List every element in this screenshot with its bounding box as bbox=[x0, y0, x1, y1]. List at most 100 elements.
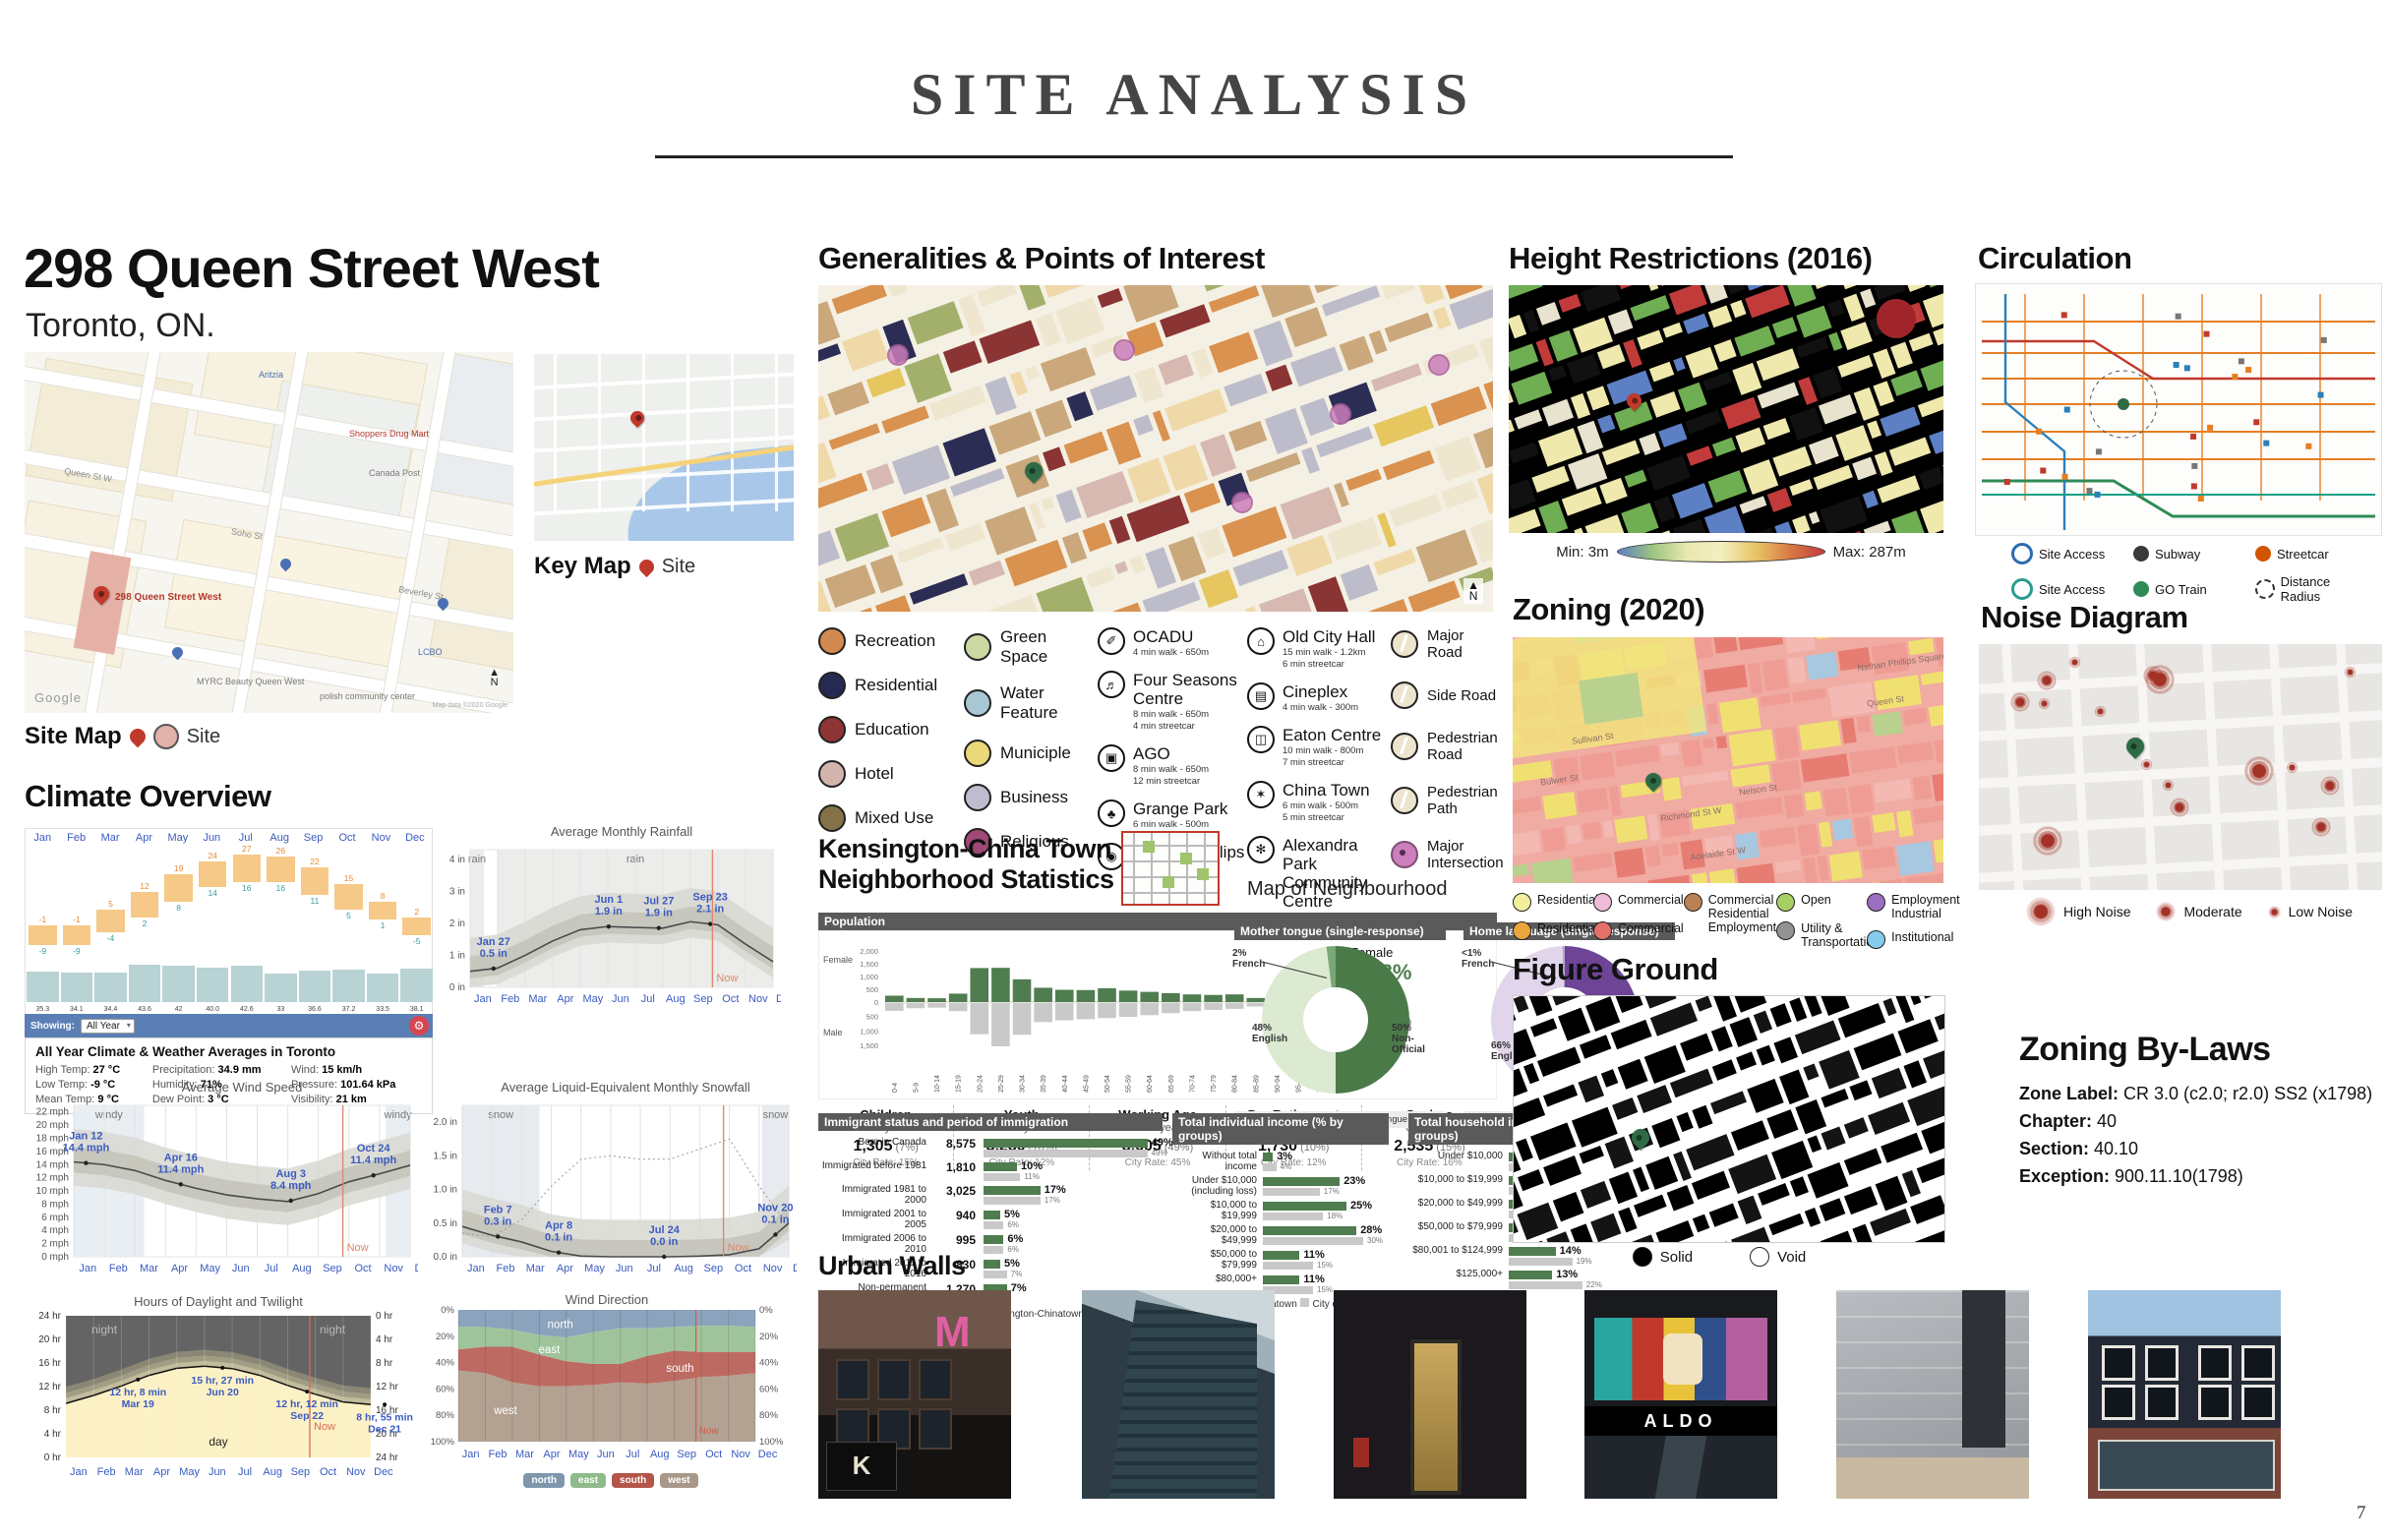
svg-text:Jun: Jun bbox=[209, 1466, 226, 1478]
svg-text:Sep 23: Sep 23 bbox=[692, 892, 727, 904]
noise-source-dot bbox=[2241, 754, 2276, 789]
noise-legend-label: Low Noise bbox=[2288, 904, 2354, 919]
height-max-label: Max: 287m bbox=[1832, 543, 1906, 561]
zoning-color-dot bbox=[1776, 921, 1796, 940]
poi-walk-time: 15 min walk - 1.2km bbox=[1283, 647, 1366, 658]
circulation-legend-row: Site Access GO Train Distance Radius bbox=[2011, 574, 2385, 604]
mini-green-block bbox=[1197, 868, 1209, 880]
svg-text:Now: Now bbox=[347, 1242, 369, 1254]
circulation-heading: Circulation bbox=[1978, 241, 2132, 275]
bylaw-row: Chapter: 40 bbox=[2019, 1111, 2118, 1131]
temp-range-bar bbox=[402, 917, 431, 935]
showing-select[interactable]: All Year ▾ bbox=[81, 1018, 135, 1034]
road-label: Pedestrian Road bbox=[1427, 730, 1498, 763]
svg-text:60%: 60% bbox=[436, 1384, 455, 1394]
month-label: Jan bbox=[33, 832, 52, 844]
kensington-bar bbox=[1263, 1176, 1341, 1186]
zoning-color-dot bbox=[1867, 930, 1886, 949]
site-map-label: Site Map Site bbox=[25, 723, 220, 750]
circulation-legend-label: Subway bbox=[2155, 546, 2201, 562]
row-bars: 17% 17% bbox=[984, 1184, 1163, 1205]
month-label: Feb bbox=[67, 832, 87, 844]
void-icon bbox=[1750, 1247, 1770, 1267]
kensington-pct: 14% bbox=[1559, 1245, 1582, 1257]
precip-bar bbox=[162, 966, 195, 1002]
svg-text:12 mph: 12 mph bbox=[36, 1173, 69, 1184]
zoning-color-dot bbox=[1867, 893, 1886, 912]
svg-text:Mar: Mar bbox=[140, 1263, 158, 1274]
category-label: Education bbox=[855, 720, 929, 739]
hbar-row: $125,000+ 13% 22% bbox=[1408, 1269, 1635, 1289]
major-intersection-icon bbox=[1391, 841, 1418, 868]
poi-body: Cineplex 4 min walk - 300m bbox=[1283, 682, 1358, 713]
poi-name: Cineplex bbox=[1283, 682, 1348, 701]
month-label: Jul bbox=[238, 832, 253, 844]
precip-bar bbox=[265, 973, 297, 1002]
bylaw-row: Section: 40.10 bbox=[2019, 1139, 2139, 1158]
climate-stat: Dew Point: 3 °C bbox=[151, 1094, 229, 1105]
mini-street bbox=[1133, 833, 1135, 904]
zoning-legend-entry: Institutional bbox=[1867, 930, 1959, 949]
kensington-pct: 17% bbox=[1044, 1184, 1066, 1196]
svg-text:2 mph: 2 mph bbox=[41, 1239, 69, 1250]
row-bars: 6% 6% bbox=[984, 1233, 1163, 1254]
daylight-svg: 0 hr 24 hr 4 hr 20 hr 8 hr 16 hr 12 hr 12 hr 16 … bbox=[38, 1294, 413, 1478]
precip-value-label: 38.1 bbox=[409, 1006, 424, 1013]
svg-text:Jan: Jan bbox=[467, 1263, 485, 1274]
month-label: Nov bbox=[371, 832, 391, 844]
precip-bar bbox=[400, 969, 433, 1002]
map-road bbox=[598, 354, 601, 511]
chart-header: Immigrant status and period of immigrati… bbox=[818, 1113, 1163, 1131]
city-bar-line: 19% bbox=[1509, 1257, 1635, 1266]
category-label: Mixed Use bbox=[855, 808, 934, 827]
window bbox=[2241, 1385, 2275, 1420]
storefront-sign: K bbox=[826, 1442, 897, 1491]
temp-range-bar bbox=[267, 857, 295, 882]
kensington-bar-line: 13% bbox=[1509, 1269, 1635, 1280]
low-temp-label: 16 bbox=[275, 882, 286, 893]
svg-text:Dec: Dec bbox=[776, 993, 781, 1005]
poi-name: Old City Hall bbox=[1283, 627, 1376, 646]
mini-street bbox=[1168, 833, 1170, 904]
urban-walls-heading: Urban Walls bbox=[818, 1251, 966, 1280]
storefront-glass bbox=[1584, 1436, 1777, 1499]
svg-text:0.0 in: 0.0 in bbox=[650, 1236, 678, 1248]
city-bar bbox=[1263, 1188, 1320, 1196]
svg-text:Apr: Apr bbox=[557, 1263, 573, 1274]
wind-direction-svg: 0% 0% 20% 20% 40% 40% 60% 60% 80% 80% 100% 100% nort… bbox=[431, 1292, 784, 1460]
row-bars: 28% 30% bbox=[1263, 1224, 1389, 1245]
svg-text:Nov: Nov bbox=[748, 993, 768, 1005]
city-pct: 17% bbox=[1044, 1196, 1060, 1205]
row-value: 3,025 bbox=[945, 1184, 976, 1198]
row-label: Under $10,000 bbox=[1437, 1151, 1503, 1161]
kensington-bar bbox=[1509, 1270, 1553, 1279]
hbar-body: Without total income 3% 4% Under $10,000 (i… bbox=[1172, 1145, 1389, 1294]
city-bar-line: 18% bbox=[1263, 1212, 1389, 1220]
window bbox=[2102, 1385, 2135, 1420]
zoning-legend-entry: Residential bbox=[1513, 893, 1598, 912]
svg-text:85-89: 85-89 bbox=[1253, 1075, 1260, 1093]
svg-text:65-69: 65-69 bbox=[1168, 1075, 1175, 1093]
poi-entry: ◫ Eaton Centre 10 min walk - 800m 7 min str… bbox=[1247, 726, 1391, 768]
category-label: Business bbox=[1000, 788, 1068, 806]
svg-text:night: night bbox=[320, 1323, 346, 1336]
svg-text:0 hr: 0 hr bbox=[376, 1311, 393, 1322]
road-legend-entry: Pedestrian Road bbox=[1391, 730, 1498, 763]
city-bar-line: 49% bbox=[984, 1149, 1173, 1157]
city-bar bbox=[1509, 1281, 1582, 1289]
kensington-bar-line: 7% bbox=[984, 1282, 1163, 1294]
mural-band bbox=[1594, 1318, 1767, 1400]
hbar-row: Immigrated 2006 to 2010 995 6% 6% bbox=[818, 1233, 1163, 1255]
category-label: Water Feature bbox=[1000, 683, 1058, 722]
kensington-bar-line: 17% bbox=[984, 1184, 1163, 1196]
site-pin-icon bbox=[126, 725, 149, 748]
svg-text:1.0 in: 1.0 in bbox=[434, 1185, 457, 1196]
map-road bbox=[642, 354, 645, 511]
google-logo: Google bbox=[34, 690, 82, 705]
month-label: Sep bbox=[303, 832, 324, 844]
svg-text:Sep 22: Sep 22 bbox=[290, 1410, 324, 1422]
month-label: Aug bbox=[269, 832, 289, 844]
settings-gear-button[interactable]: ⚙ bbox=[409, 1016, 429, 1036]
